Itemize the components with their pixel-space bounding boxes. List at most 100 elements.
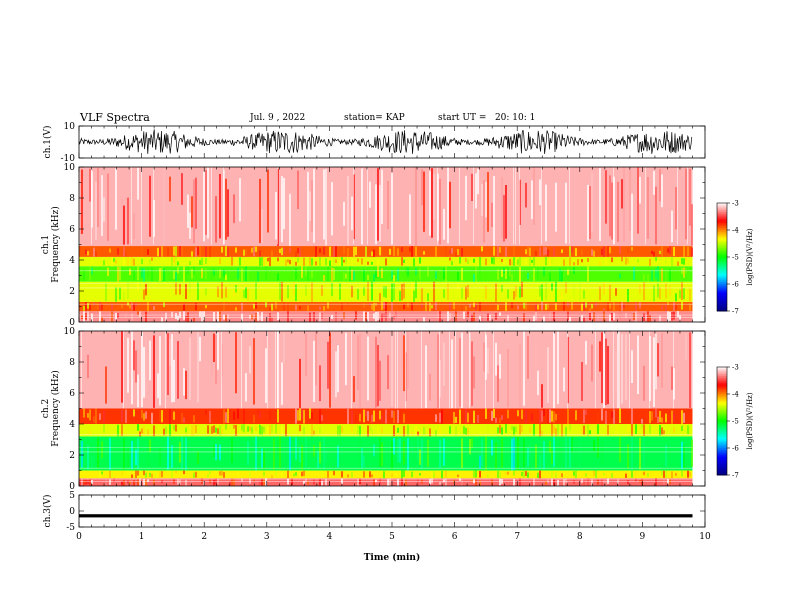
ch2-spec-speckle bbox=[557, 479, 559, 486]
ch2-spec-speckle bbox=[529, 445, 531, 458]
colorbar-cell bbox=[717, 255, 727, 258]
ch2-spec-speckle bbox=[129, 481, 131, 485]
ch1-spec-speckle bbox=[647, 311, 649, 322]
ch1-wave-ytick-label: 10 bbox=[64, 122, 76, 132]
ch1-spec-speckle bbox=[677, 261, 679, 267]
ch1-spec-speckle bbox=[473, 274, 475, 282]
ch2-spec-speckle bbox=[511, 438, 513, 471]
ch1-spec-speckle bbox=[95, 259, 97, 265]
ch1-spec-speckle bbox=[277, 312, 279, 320]
ch2-spec-speckle bbox=[153, 425, 155, 437]
time-tick-label: 4 bbox=[327, 532, 333, 542]
ch1-spec-speckle bbox=[275, 192, 277, 240]
ch1-spec-speckle bbox=[225, 246, 227, 257]
ch1-spec-speckle bbox=[183, 303, 185, 311]
ch1-spec-speckle bbox=[161, 317, 163, 322]
ch2-spec-speckle bbox=[555, 472, 557, 478]
ch1-spec-speckle bbox=[341, 256, 343, 267]
ch1-spec-speckle bbox=[541, 284, 543, 301]
ch2-spec-speckle bbox=[659, 425, 661, 436]
ch2-spec-speckle bbox=[317, 451, 319, 469]
ch2-spec-speckle bbox=[145, 479, 147, 486]
ch1-spec-speckle bbox=[195, 302, 197, 311]
ch2-spec-speckle bbox=[177, 479, 179, 485]
ch1-spec-speckle bbox=[263, 257, 265, 266]
ch1-spec-speckle bbox=[131, 302, 133, 311]
ch2-spec-speckle bbox=[499, 354, 501, 379]
ch1-spec-speckle bbox=[675, 304, 677, 310]
colorbar-cell bbox=[717, 388, 727, 391]
ch2-spec-speckle bbox=[373, 478, 375, 486]
ch2-spec-speckle bbox=[101, 441, 103, 459]
ch1-spec-speckle bbox=[513, 291, 515, 300]
ch1-spec-speckle bbox=[363, 311, 365, 322]
ch2-spec-speckle bbox=[219, 425, 221, 436]
ch1-spec-speckle bbox=[421, 288, 423, 302]
ch2-spec-speckle bbox=[661, 470, 663, 476]
ch2-spec-speckle bbox=[207, 474, 209, 478]
ch2-spec-speckle bbox=[639, 437, 641, 470]
ch1-spec-speckle bbox=[159, 268, 161, 282]
ch2-spec-speckle bbox=[139, 478, 141, 486]
colorbar-cell bbox=[717, 217, 727, 220]
ch1-spec-speckle bbox=[657, 283, 659, 298]
ch2-spec-speckle bbox=[261, 426, 263, 436]
ch1-spec-speckle bbox=[407, 302, 409, 308]
ch1-spec-speckle bbox=[497, 269, 499, 280]
ch2-spec-speckle bbox=[149, 472, 151, 477]
colorbar-cell bbox=[717, 453, 727, 456]
ch2-spec-speckle bbox=[223, 428, 225, 436]
ch2-spec-speckle bbox=[535, 340, 537, 370]
ch1-spec-speckle bbox=[139, 311, 141, 318]
ch1-spec-speckle bbox=[525, 257, 527, 265]
ch2-spec-speckle bbox=[553, 479, 555, 486]
ch1-spec-speckle bbox=[245, 266, 247, 282]
ch1-spec-speckle bbox=[595, 302, 597, 307]
colorbar-tick-label: -3 bbox=[732, 364, 739, 372]
ch2-spec-speckle bbox=[219, 444, 221, 461]
ch1-spec-band bbox=[79, 266, 693, 282]
ch2-spec-speckle bbox=[171, 470, 173, 479]
ch1-spec-speckle bbox=[271, 250, 273, 257]
ch2-spec-speckle bbox=[665, 470, 667, 478]
ch2-spec-speckle bbox=[387, 355, 389, 390]
ch1-spec-speckle bbox=[539, 285, 541, 297]
ch1-spec-speckle bbox=[249, 284, 251, 301]
ch2-spec-speckle bbox=[249, 472, 251, 476]
ch1-spec-light-streak bbox=[677, 167, 678, 245]
ch1-spec-speckle bbox=[179, 284, 181, 295]
ch2-spec-speckle bbox=[589, 430, 591, 435]
ch1-spec-speckle bbox=[451, 313, 453, 319]
ch2-spec-speckle bbox=[325, 449, 327, 463]
ch1-spec-speckle bbox=[101, 303, 103, 311]
ch1-spec-speckle bbox=[691, 204, 693, 246]
ch2-spec-speckle bbox=[573, 480, 575, 484]
ch1-spec-speckle bbox=[483, 180, 485, 243]
ch2-spec-speckle bbox=[499, 424, 501, 434]
ch1-spec-speckle bbox=[215, 257, 217, 267]
ch2-spec-speckle bbox=[417, 438, 419, 461]
ch2-spec-speckle bbox=[197, 332, 199, 403]
ch1-spec-speckle bbox=[293, 302, 295, 312]
ch1-spec-speckle bbox=[343, 272, 345, 282]
ch2-spec-light-streak bbox=[421, 331, 422, 409]
ch1-spec-speckle bbox=[605, 170, 607, 224]
ch1-spec-speckle bbox=[599, 260, 601, 267]
ch1-spec-speckle bbox=[515, 285, 517, 298]
ch1-spec-speckle bbox=[625, 257, 627, 265]
ch2-spec-speckle bbox=[651, 411, 653, 421]
ch1-spec-speckle bbox=[275, 301, 277, 309]
ch2-spec-speckle bbox=[501, 427, 503, 435]
ch1-spec-speckle bbox=[235, 257, 237, 266]
ch2-spec-speckle bbox=[551, 478, 553, 486]
ch1-spec-speckle bbox=[325, 168, 327, 246]
ch2-spec-speckle bbox=[313, 479, 315, 485]
colorbar-cell bbox=[717, 302, 727, 305]
ch1-spec-speckle bbox=[691, 247, 693, 257]
ch2-spec-speckle bbox=[135, 408, 137, 423]
ch2-spec-speckle bbox=[405, 479, 407, 486]
ch2-spec-speckle bbox=[561, 424, 563, 437]
ch2-spec-speckle bbox=[527, 336, 529, 379]
ch1-spec-speckle bbox=[333, 258, 335, 266]
